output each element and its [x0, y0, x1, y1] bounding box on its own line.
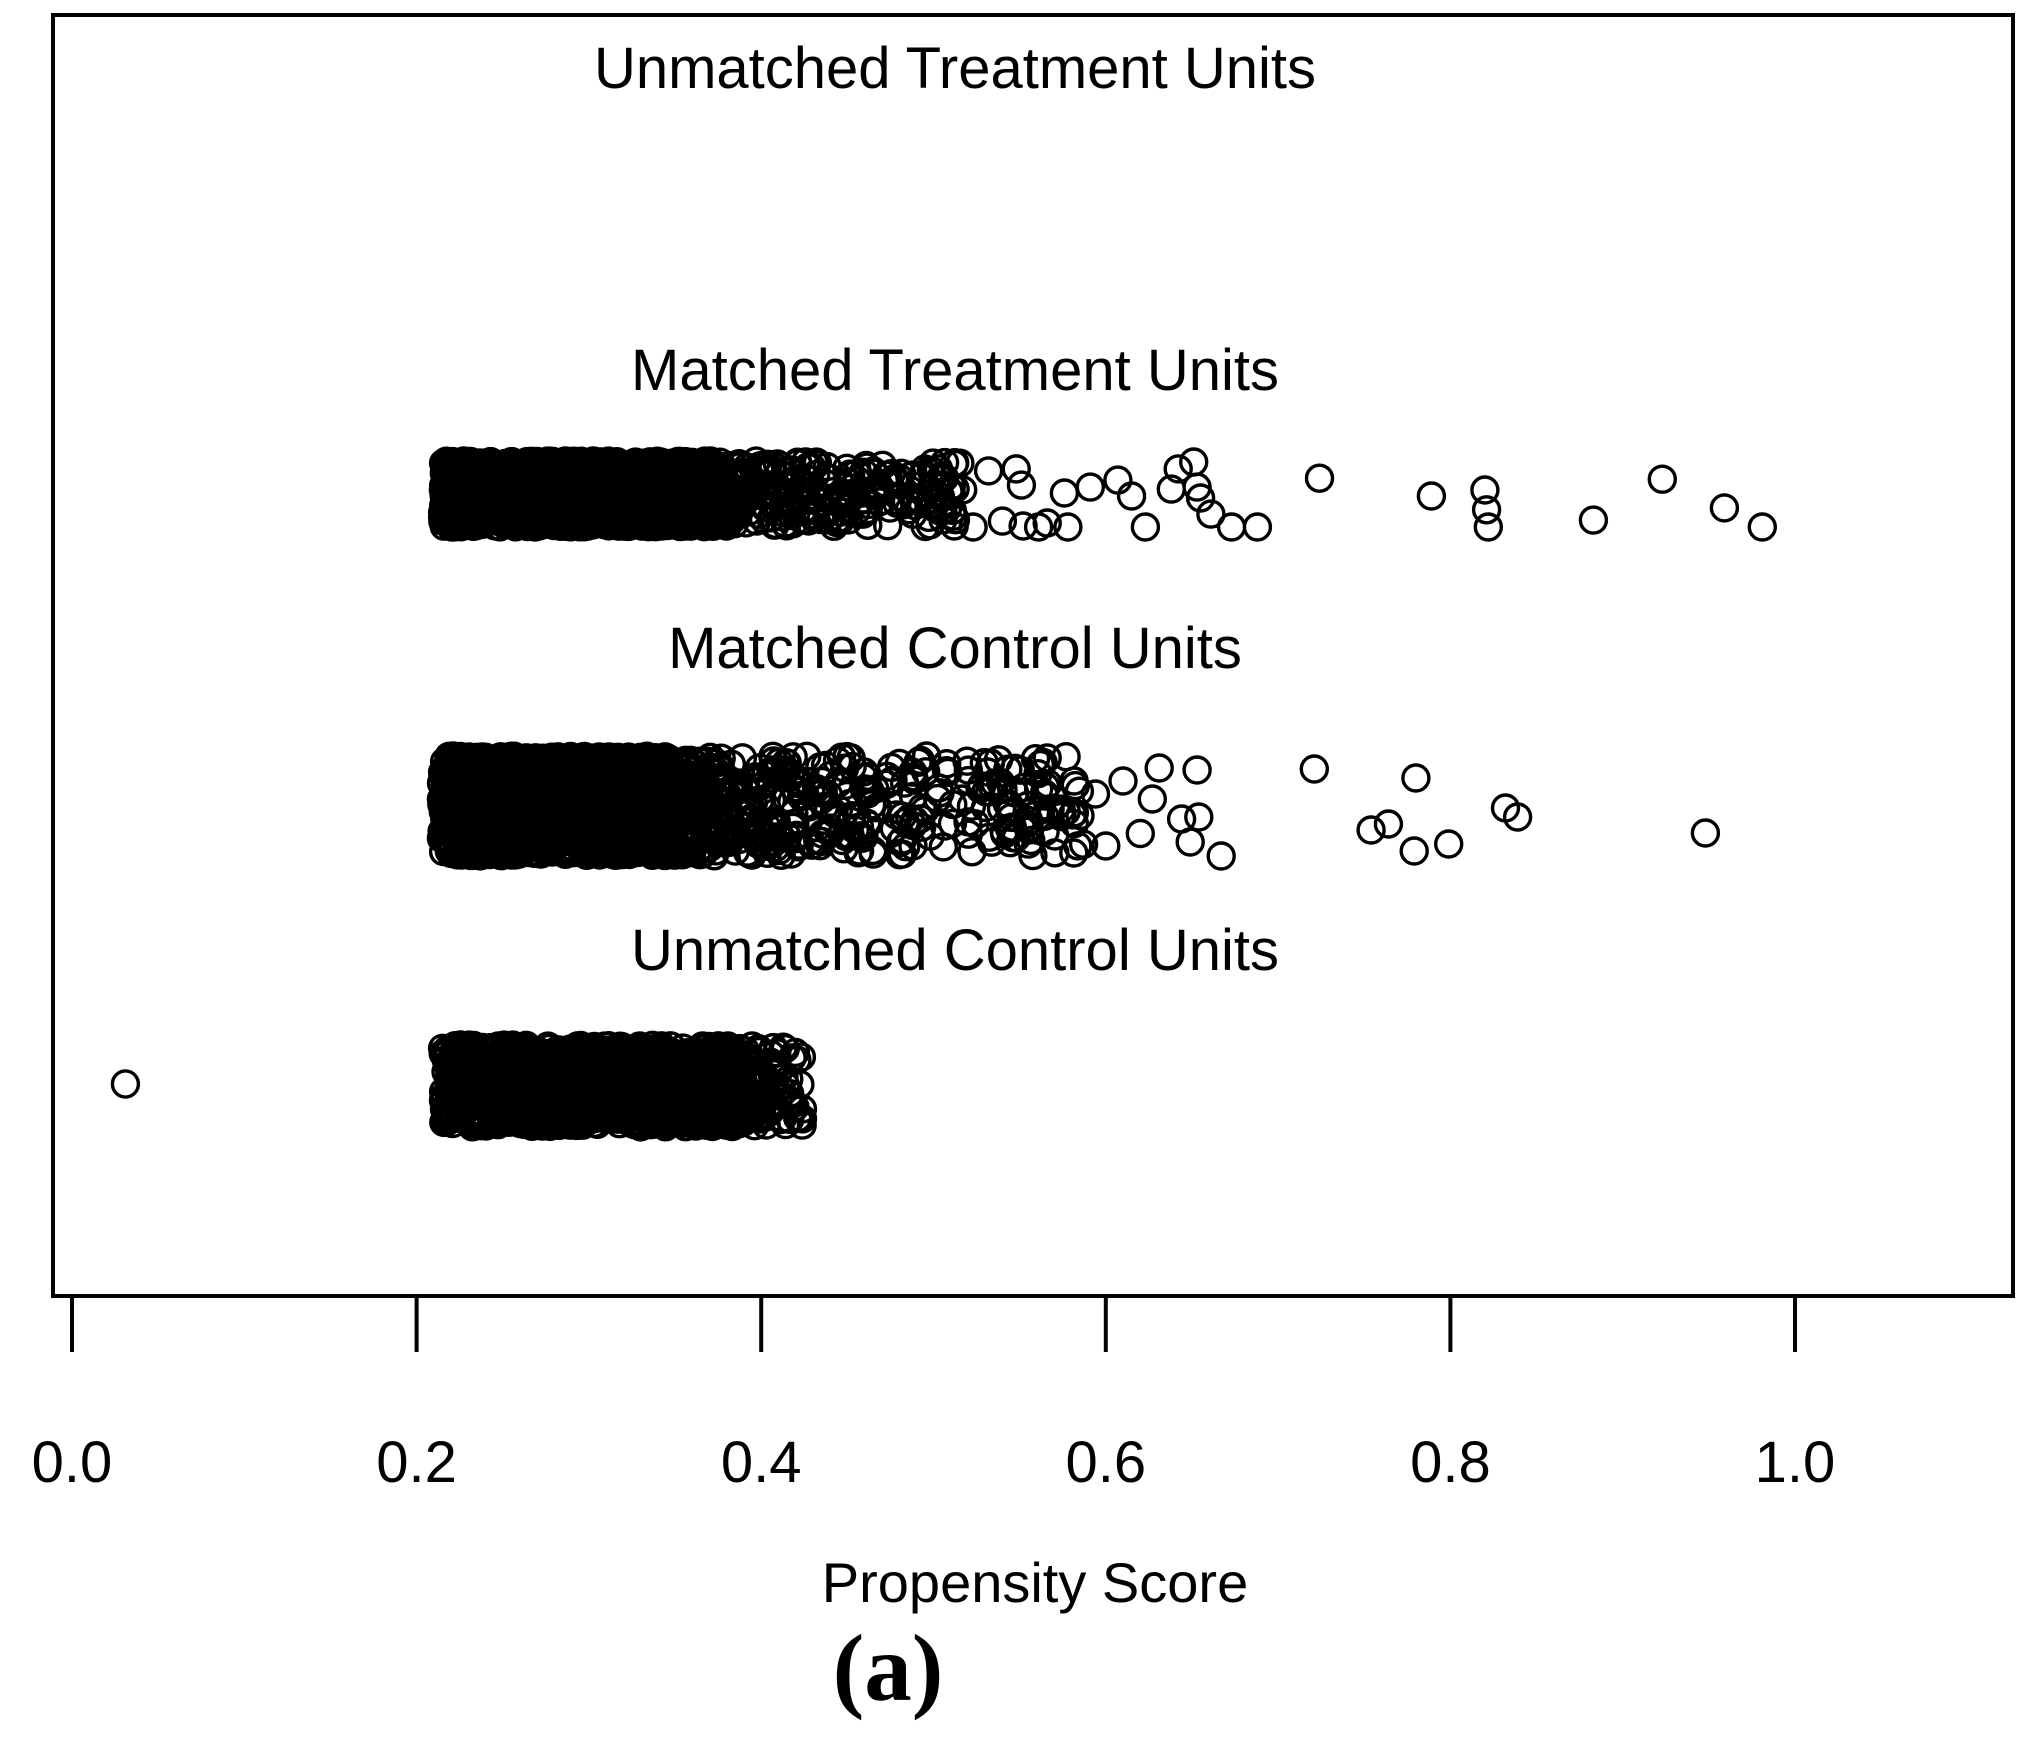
x-axis-title: Propensity Score — [822, 1551, 1248, 1614]
subfigure-caption: (a) — [833, 1615, 944, 1721]
row-labels: Unmatched Treatment Units Matched Treatme… — [594, 36, 1316, 983]
point-bands — [110, 446, 1777, 1142]
x-axis-tick-label: 0.8 — [1410, 1430, 1491, 1495]
group-label: Unmatched Control Units — [631, 918, 1279, 983]
group-label: Unmatched Treatment Units — [594, 36, 1316, 101]
scatter-points — [427, 446, 1777, 542]
x-axis-tick-label: 0.6 — [1065, 1430, 1146, 1495]
group-label: Matched Treatment Units — [631, 338, 1279, 403]
x-axis-tick-label: 1.0 — [1755, 1430, 1836, 1495]
x-axis-tick-label: 0.4 — [721, 1430, 802, 1495]
x-axis: 0.0 0.2 0.4 0.6 0.8 1.0 — [32, 1298, 1836, 1495]
x-axis-tick-label: 0.2 — [376, 1430, 457, 1495]
x-axis-tick-label: 0.0 — [32, 1430, 113, 1495]
plot-border — [51, 13, 2015, 1298]
scatter-points — [110, 1030, 818, 1142]
scatter-points — [426, 741, 1721, 871]
group-label: Matched Control Units — [668, 616, 1242, 681]
